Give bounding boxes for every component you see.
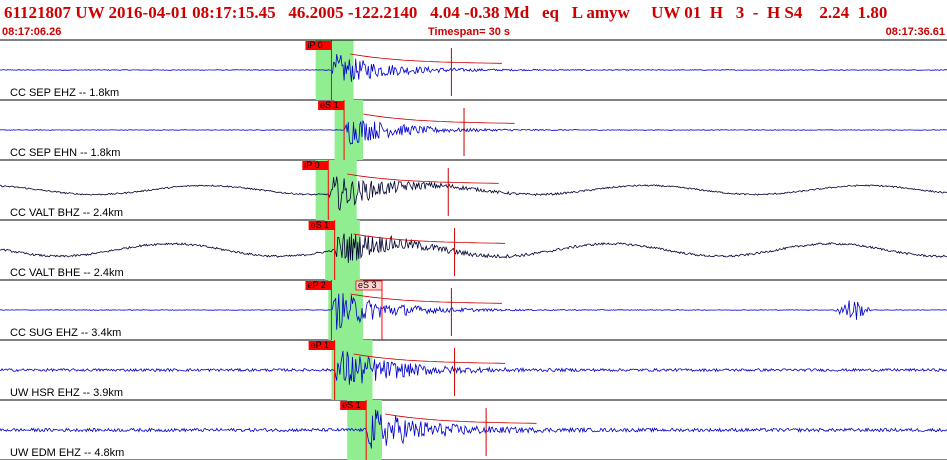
pick-box bbox=[308, 341, 335, 350]
coda-curve bbox=[350, 293, 502, 304]
pick-label: iP 0 bbox=[304, 160, 319, 170]
pick-label: eS 1 bbox=[342, 400, 361, 410]
waveform-line bbox=[0, 350, 947, 385]
trace-row[interactable]: eS 1 CC VALT BHE -- 2.4km bbox=[0, 220, 947, 281]
pick-box bbox=[308, 221, 335, 230]
waveform-line bbox=[0, 176, 947, 212]
trace-row[interactable]: eS 1 CC SEP EHN -- 1.8km bbox=[0, 100, 947, 161]
waveform-line bbox=[0, 409, 947, 449]
pick-box bbox=[340, 401, 367, 410]
timespan-label: Timespan= 30 s bbox=[428, 26, 511, 38]
pick-label: eS 1 bbox=[311, 220, 330, 230]
pick-box bbox=[302, 161, 329, 170]
coda-curve bbox=[362, 113, 515, 124]
pick-box bbox=[305, 281, 332, 290]
waveform-line bbox=[0, 54, 947, 82]
waveform-line bbox=[0, 293, 947, 330]
station-label: CC SEP EHN -- 1.8km bbox=[10, 147, 120, 159]
waveform-line bbox=[0, 233, 947, 263]
station-label: CC VALT BHE -- 2.4km bbox=[10, 267, 124, 279]
waveform-line bbox=[0, 120, 947, 145]
station-label: CC VALT BHZ -- 2.4km bbox=[10, 207, 123, 219]
station-label: CC SUG EHZ -- 3.4km bbox=[10, 327, 121, 339]
coda-curve bbox=[353, 353, 506, 364]
pick-box bbox=[305, 41, 332, 50]
pick-label: eP 1 bbox=[311, 340, 329, 350]
pick-label: eS 3 bbox=[358, 280, 377, 290]
pick-label: iP 0 bbox=[307, 40, 322, 50]
pick-box bbox=[355, 280, 383, 291]
pick-box bbox=[318, 101, 345, 110]
time-axis-header: 08:17:06.26 Timespan= 30 s 08:17:36.61 bbox=[0, 26, 947, 40]
event-summary-line: 61121807 UW 2016-04-01 08:17:15.45 46.20… bbox=[4, 3, 888, 22]
pick-label: eS 1 bbox=[320, 100, 339, 110]
station-label: UW EDM EHZ -- 4.8km bbox=[10, 447, 124, 459]
coda-curve bbox=[350, 53, 502, 64]
coda-curve bbox=[385, 413, 537, 424]
trace-row[interactable]: eP 1 UW HSR EHZ -- 3.9km bbox=[0, 340, 947, 401]
start-time: 08:17:06.26 bbox=[2, 26, 62, 38]
coda-curve bbox=[353, 233, 506, 244]
trace-row[interactable]: eP 2 eS 3 CC SUG EHZ -- 3.4km bbox=[0, 280, 947, 341]
trace-row[interactable]: eS 1 UW EDM EHZ -- 4.8km bbox=[0, 400, 947, 460]
trace-row[interactable]: iP 0 CC VALT BHZ -- 2.4km bbox=[0, 160, 947, 221]
trace-row[interactable]: iP 0 CC SEP EHZ -- 1.8km bbox=[0, 40, 947, 101]
coda-curve bbox=[347, 173, 499, 184]
event-header: 61121807 UW 2016-04-01 08:17:15.45 46.20… bbox=[0, 0, 947, 26]
station-label: CC SEP EHZ -- 1.8km bbox=[10, 87, 119, 99]
station-label: UW HSR EHZ -- 3.9km bbox=[10, 387, 123, 399]
pick-label: eP 2 bbox=[307, 280, 325, 290]
end-time: 08:17:36.61 bbox=[885, 26, 945, 38]
